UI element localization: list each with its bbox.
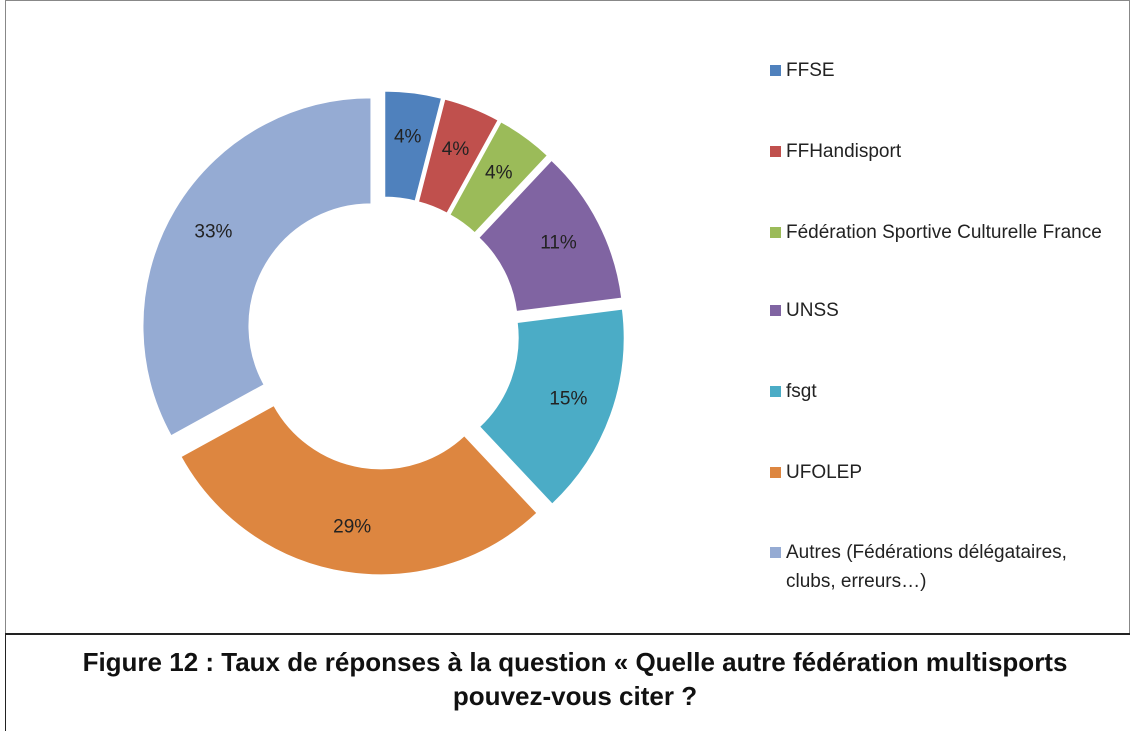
legend-label: FFSE: [786, 60, 835, 81]
data-label: 11%: [540, 233, 577, 254]
legend-swatch: [770, 467, 781, 478]
legend-swatch: [770, 547, 781, 558]
donut-slice: [384, 90, 443, 202]
legend-label: UFOLEP: [786, 462, 863, 483]
legend-label: FFHandisport: [786, 141, 902, 162]
donut-slice: [478, 308, 625, 505]
chart: 4% 4% 4% 11% 15% 29% 33%: [142, 90, 625, 576]
legend-item: UFOLEP: [770, 458, 1120, 487]
donut-slice: [180, 404, 538, 576]
data-label: 4%: [442, 139, 470, 160]
legend-item: FFSE: [770, 56, 1120, 85]
legend-item: Autres (Fédérations délégataires, clubs,…: [770, 538, 1120, 596]
legend-swatch: [770, 227, 781, 238]
legend-swatch: [770, 386, 781, 397]
caption-frame: [5, 633, 1130, 731]
legend-label: Autres (Fédérations délégataires, clubs,…: [786, 542, 1067, 592]
legend-item: fsgt: [770, 377, 1120, 406]
donut-slice: [142, 97, 372, 437]
donut-slice: [449, 121, 549, 234]
donut-slice: [417, 98, 499, 214]
caption: Figure 12 : Taux de réponses à la questi…: [82, 647, 1068, 711]
data-label: 15%: [549, 389, 587, 410]
donut-slice: [478, 159, 623, 312]
legend-item: FFHandisport: [770, 137, 1120, 166]
legend-swatch: [770, 146, 781, 157]
data-label: 33%: [194, 222, 232, 243]
legend-swatch: [770, 65, 781, 76]
legend-item: UNSS: [770, 296, 1120, 325]
legend-label: UNSS: [786, 300, 839, 321]
data-label: 4%: [394, 127, 422, 148]
legend-item: Fédération Sportive Culturelle France: [770, 218, 1120, 247]
legend-swatch: [770, 305, 781, 316]
data-label: 29%: [333, 517, 371, 538]
legend-label: Fédération Sportive Culturelle France: [786, 222, 1102, 243]
data-label: 4%: [485, 163, 513, 184]
legend-label: fsgt: [786, 381, 817, 402]
